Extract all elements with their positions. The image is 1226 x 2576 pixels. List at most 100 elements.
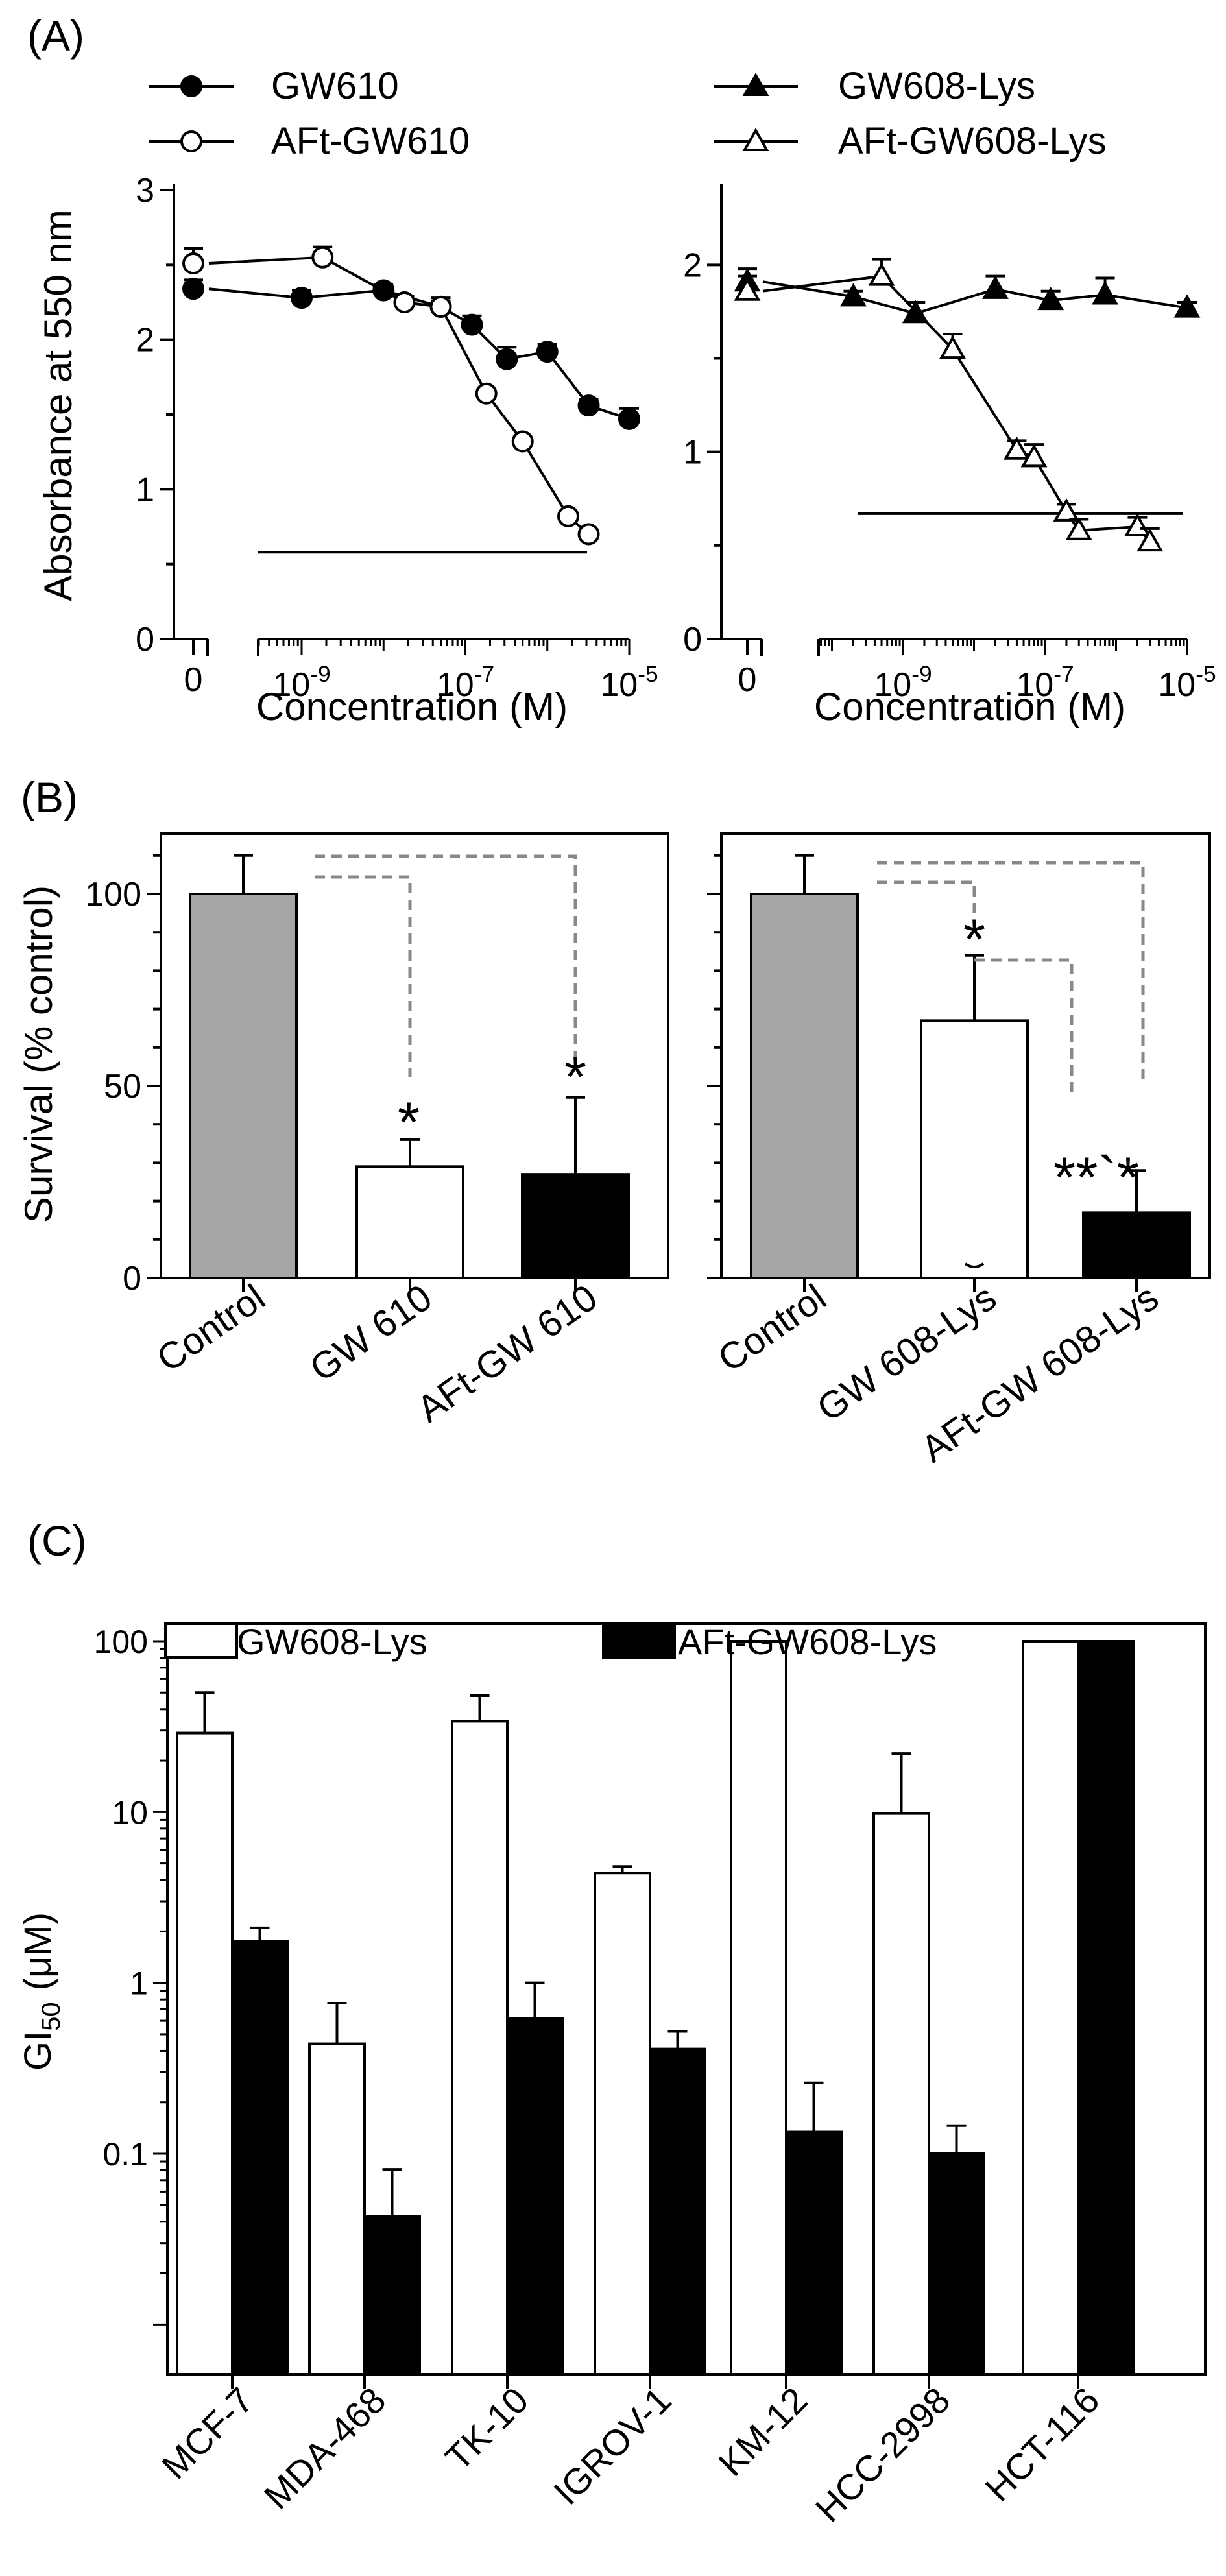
y-axis-label-c: GI50 (μM) <box>17 1912 66 2071</box>
y-tick-label: 3 <box>136 172 154 210</box>
data-point <box>577 523 600 546</box>
y-tick-label: 1 <box>130 1966 148 2002</box>
bar-1-1 <box>363 2215 421 2376</box>
data-point <box>868 262 895 286</box>
legend-label-c-gw608-lys: GW608-Lys <box>237 1621 427 1662</box>
legend-c: GW608-Lys AFt-GW608-Lys <box>164 1621 937 1662</box>
data-point <box>1053 498 1080 522</box>
series-line-1 <box>762 274 1151 543</box>
data-point-control <box>182 278 204 300</box>
significance-bracket <box>877 861 1145 1083</box>
y-tick-label: 0 <box>136 621 154 658</box>
y-tick-label: 10 <box>112 1794 148 1831</box>
x-tick-label: GW 610 <box>302 1276 440 1390</box>
series-line-0 <box>762 280 1188 315</box>
x-tick-label: 10-5 <box>1158 662 1216 704</box>
x-tick-label: KM-12 <box>710 2379 815 2484</box>
data-point <box>311 246 334 269</box>
data-point <box>291 287 313 309</box>
bar-0 <box>750 893 859 1279</box>
bar-0 <box>189 893 298 1279</box>
y-tick-label: 0.1 <box>102 2136 148 2173</box>
bar-1-6 <box>1077 1640 1135 2376</box>
legend-swatch-gw608-lys <box>164 1622 238 1659</box>
significance-marker: **`* <box>1053 1145 1139 1209</box>
data-point <box>1020 444 1048 468</box>
x-tick-label: 10-9 <box>272 662 330 704</box>
bar-0-1 <box>308 2042 366 2376</box>
data-point <box>429 295 452 318</box>
x-axis-label-a-left: Concentration (M) <box>256 685 568 728</box>
panel-a-left-chart: GW610 AFt-GW610 0 1 2 3 0 10-9 10-7 10-5 Absorb… <box>36 65 658 728</box>
plot-area-a-right: 0 1 2 0 10-9 10-7 10-5 <box>683 184 1216 704</box>
y-axis-label-b: Survival (% control) <box>17 885 60 1223</box>
x-tick-label: 10-7 <box>437 662 494 704</box>
data-point <box>461 313 483 336</box>
legend-label-gw610: GW610 <box>271 65 399 107</box>
bar-2 <box>521 1173 630 1280</box>
significance-bracket <box>974 958 1074 1096</box>
bar-1-5 <box>928 2152 985 2376</box>
x-tick-label: Control <box>149 1276 272 1380</box>
legend-a-left: GW610 AFt-GW610 <box>149 65 470 162</box>
data-point <box>393 291 416 313</box>
x-tick-label: Control <box>710 1276 834 1380</box>
data-point <box>1065 516 1092 540</box>
legend-label-aft-gw608-lys: AFt-GW608-Lys <box>838 120 1107 162</box>
data-point <box>939 335 966 359</box>
y-axis-label-c-unit: (μM) <box>17 1912 59 1990</box>
x-tick-label-control: 0 <box>738 661 757 699</box>
bar-1-0 <box>231 1940 289 2376</box>
significance-bracket <box>315 875 412 1077</box>
y-tick-label: 1 <box>683 434 702 472</box>
panel-a-right-chart: GW608-Lys AFt-GW608-Lys 0 1 2 0 10-9 10-7 10-5… <box>683 65 1216 728</box>
x-axis-label-a-right: Concentration (M) <box>814 685 1125 728</box>
y-axis-label-a: Absorbance at 550 nm <box>36 210 80 601</box>
data-point <box>840 283 867 307</box>
y-tick-label: 1 <box>136 471 154 509</box>
data-point-control <box>182 252 204 275</box>
bar-0-5 <box>872 1812 930 2376</box>
data-point <box>982 275 1009 299</box>
data-point <box>577 394 600 417</box>
data-point <box>1136 528 1164 552</box>
legend-item-gw610: GW610 <box>149 65 399 107</box>
significance-marker: * <box>963 907 985 971</box>
x-tick-label-control: 0 <box>184 661 203 699</box>
bar-1-3 <box>649 2047 706 2376</box>
legend-label-gw608-lys: GW608-Lys <box>838 65 1035 107</box>
legend-swatch-aft-gw608-lys <box>602 1622 676 1659</box>
y-tick-label: 0 <box>683 621 702 658</box>
bar-0-4 <box>730 1640 787 2376</box>
bar-1 <box>355 1165 464 1279</box>
x-tick-label: HCT-116 <box>977 2379 1107 2509</box>
panel-label-c: (C) <box>27 1517 87 1565</box>
data-point <box>557 505 579 527</box>
legend-item-aft-gw610: AFt-GW610 <box>149 120 470 162</box>
x-tick-label: MDA-468 <box>256 2379 394 2517</box>
bar-0-6 <box>1022 1640 1079 2376</box>
significance-bracket <box>315 854 577 1057</box>
data-point <box>475 382 498 405</box>
x-tick-label: 10-5 <box>600 662 658 704</box>
significance-bracket <box>877 880 976 924</box>
y-tick-label: 100 <box>94 1624 148 1660</box>
y-tick-label: 0 <box>123 1260 141 1297</box>
data-point <box>1173 294 1201 318</box>
y-tick-label: 2 <box>683 247 702 284</box>
data-point <box>1092 281 1118 305</box>
data-point <box>1037 287 1064 311</box>
legend-label-c-aft-gw608-lys: AFt-GW608-Lys <box>678 1621 937 1662</box>
bar-0-2 <box>451 1720 509 2376</box>
data-point <box>536 341 559 363</box>
data-point <box>1124 512 1151 536</box>
bar-1-4 <box>785 2130 843 2376</box>
data-point <box>1003 436 1030 460</box>
